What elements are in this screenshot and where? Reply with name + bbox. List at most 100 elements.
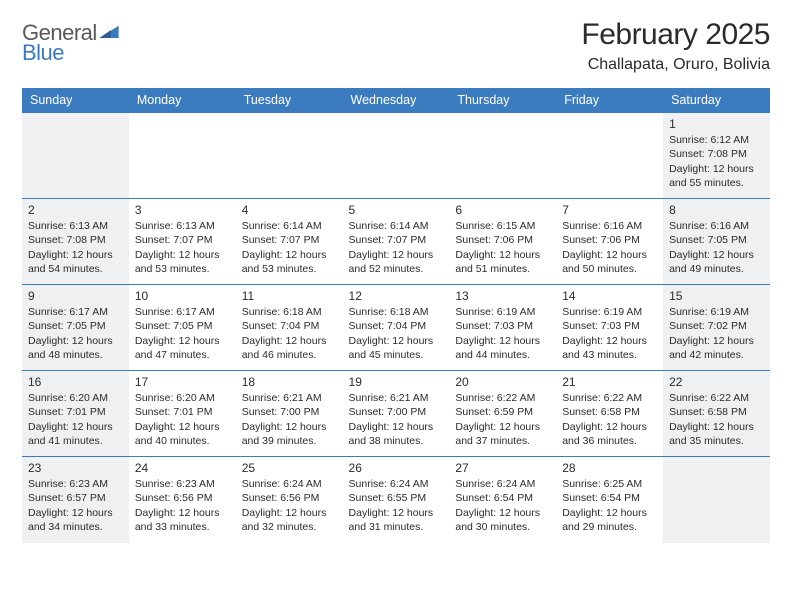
calendar-day-cell: 25Sunrise: 6:24 AMSunset: 6:56 PMDayligh… bbox=[236, 457, 343, 543]
day-number: 17 bbox=[135, 374, 230, 390]
calendar-day-cell: 1Sunrise: 6:12 AMSunset: 7:08 PMDaylight… bbox=[663, 113, 770, 199]
day-number: 21 bbox=[562, 374, 657, 390]
brand-logo: GeneralBlue bbox=[22, 22, 119, 64]
title-block: February 2025 Challapata, Oruro, Bolivia bbox=[581, 18, 770, 74]
day-number: 5 bbox=[349, 202, 444, 218]
day-number: 27 bbox=[455, 460, 550, 476]
sunset-text: Sunset: 7:05 PM bbox=[28, 319, 123, 333]
sunrise-text: Sunrise: 6:19 AM bbox=[669, 305, 764, 319]
day-header: Monday bbox=[129, 88, 236, 113]
calendar-day-cell: 20Sunrise: 6:22 AMSunset: 6:59 PMDayligh… bbox=[449, 371, 556, 457]
calendar-empty-cell bbox=[663, 457, 770, 543]
calendar-day-cell: 4Sunrise: 6:14 AMSunset: 7:07 PMDaylight… bbox=[236, 199, 343, 285]
calendar-day-cell: 18Sunrise: 6:21 AMSunset: 7:00 PMDayligh… bbox=[236, 371, 343, 457]
calendar-week-row: 2Sunrise: 6:13 AMSunset: 7:08 PMDaylight… bbox=[22, 199, 770, 285]
calendar-day-cell: 26Sunrise: 6:24 AMSunset: 6:55 PMDayligh… bbox=[343, 457, 450, 543]
brand-word-2: Blue bbox=[22, 42, 119, 64]
daylight-text: Daylight: 12 hours and 44 minutes. bbox=[455, 334, 550, 362]
sunset-text: Sunset: 7:00 PM bbox=[349, 405, 444, 419]
sunrise-text: Sunrise: 6:19 AM bbox=[562, 305, 657, 319]
sunrise-text: Sunrise: 6:12 AM bbox=[669, 133, 764, 147]
sunrise-text: Sunrise: 6:22 AM bbox=[455, 391, 550, 405]
calendar-header-row: SundayMondayTuesdayWednesdayThursdayFrid… bbox=[22, 88, 770, 113]
sunset-text: Sunset: 6:59 PM bbox=[455, 405, 550, 419]
calendar-empty-cell bbox=[449, 113, 556, 199]
header: GeneralBlue February 2025 Challapata, Or… bbox=[22, 18, 770, 74]
daylight-text: Daylight: 12 hours and 45 minutes. bbox=[349, 334, 444, 362]
sunset-text: Sunset: 7:01 PM bbox=[28, 405, 123, 419]
day-header: Wednesday bbox=[343, 88, 450, 113]
daylight-text: Daylight: 12 hours and 36 minutes. bbox=[562, 420, 657, 448]
calendar-empty-cell bbox=[236, 113, 343, 199]
calendar-empty-cell bbox=[556, 113, 663, 199]
calendar-day-cell: 16Sunrise: 6:20 AMSunset: 7:01 PMDayligh… bbox=[22, 371, 129, 457]
day-number: 4 bbox=[242, 202, 337, 218]
daylight-text: Daylight: 12 hours and 32 minutes. bbox=[242, 506, 337, 534]
day-header: Sunday bbox=[22, 88, 129, 113]
day-number: 28 bbox=[562, 460, 657, 476]
daylight-text: Daylight: 12 hours and 35 minutes. bbox=[669, 420, 764, 448]
sunrise-text: Sunrise: 6:13 AM bbox=[28, 219, 123, 233]
day-number: 25 bbox=[242, 460, 337, 476]
calendar-day-cell: 28Sunrise: 6:25 AMSunset: 6:54 PMDayligh… bbox=[556, 457, 663, 543]
day-number: 3 bbox=[135, 202, 230, 218]
daylight-text: Daylight: 12 hours and 30 minutes. bbox=[455, 506, 550, 534]
daylight-text: Daylight: 12 hours and 47 minutes. bbox=[135, 334, 230, 362]
calendar-day-cell: 3Sunrise: 6:13 AMSunset: 7:07 PMDaylight… bbox=[129, 199, 236, 285]
day-number: 1 bbox=[669, 116, 764, 132]
daylight-text: Daylight: 12 hours and 53 minutes. bbox=[135, 248, 230, 276]
sunset-text: Sunset: 7:05 PM bbox=[669, 233, 764, 247]
daylight-text: Daylight: 12 hours and 37 minutes. bbox=[455, 420, 550, 448]
daylight-text: Daylight: 12 hours and 41 minutes. bbox=[28, 420, 123, 448]
sunset-text: Sunset: 7:01 PM bbox=[135, 405, 230, 419]
daylight-text: Daylight: 12 hours and 33 minutes. bbox=[135, 506, 230, 534]
sunset-text: Sunset: 7:06 PM bbox=[455, 233, 550, 247]
sunset-text: Sunset: 7:07 PM bbox=[135, 233, 230, 247]
calendar-day-cell: 10Sunrise: 6:17 AMSunset: 7:05 PMDayligh… bbox=[129, 285, 236, 371]
sunset-text: Sunset: 6:58 PM bbox=[562, 405, 657, 419]
calendar-day-cell: 21Sunrise: 6:22 AMSunset: 6:58 PMDayligh… bbox=[556, 371, 663, 457]
sunrise-text: Sunrise: 6:22 AM bbox=[562, 391, 657, 405]
daylight-text: Daylight: 12 hours and 51 minutes. bbox=[455, 248, 550, 276]
location-text: Challapata, Oruro, Bolivia bbox=[581, 56, 770, 74]
day-number: 13 bbox=[455, 288, 550, 304]
sunset-text: Sunset: 6:56 PM bbox=[135, 491, 230, 505]
daylight-text: Daylight: 12 hours and 43 minutes. bbox=[562, 334, 657, 362]
calendar-empty-cell bbox=[129, 113, 236, 199]
sunrise-text: Sunrise: 6:17 AM bbox=[28, 305, 123, 319]
day-number: 9 bbox=[28, 288, 123, 304]
calendar-day-cell: 11Sunrise: 6:18 AMSunset: 7:04 PMDayligh… bbox=[236, 285, 343, 371]
daylight-text: Daylight: 12 hours and 49 minutes. bbox=[669, 248, 764, 276]
sunrise-text: Sunrise: 6:24 AM bbox=[455, 477, 550, 491]
calendar-day-cell: 5Sunrise: 6:14 AMSunset: 7:07 PMDaylight… bbox=[343, 199, 450, 285]
day-number: 20 bbox=[455, 374, 550, 390]
day-header: Friday bbox=[556, 88, 663, 113]
daylight-text: Daylight: 12 hours and 40 minutes. bbox=[135, 420, 230, 448]
day-header: Tuesday bbox=[236, 88, 343, 113]
calendar-day-cell: 13Sunrise: 6:19 AMSunset: 7:03 PMDayligh… bbox=[449, 285, 556, 371]
daylight-text: Daylight: 12 hours and 54 minutes. bbox=[28, 248, 123, 276]
day-header: Thursday bbox=[449, 88, 556, 113]
daylight-text: Daylight: 12 hours and 46 minutes. bbox=[242, 334, 337, 362]
day-number: 11 bbox=[242, 288, 337, 304]
sunset-text: Sunset: 6:55 PM bbox=[349, 491, 444, 505]
sunset-text: Sunset: 7:04 PM bbox=[349, 319, 444, 333]
calendar-day-cell: 9Sunrise: 6:17 AMSunset: 7:05 PMDaylight… bbox=[22, 285, 129, 371]
daylight-text: Daylight: 12 hours and 55 minutes. bbox=[669, 162, 764, 190]
daylight-text: Daylight: 12 hours and 50 minutes. bbox=[562, 248, 657, 276]
sunset-text: Sunset: 6:54 PM bbox=[562, 491, 657, 505]
day-number: 6 bbox=[455, 202, 550, 218]
day-number: 15 bbox=[669, 288, 764, 304]
sunset-text: Sunset: 7:00 PM bbox=[242, 405, 337, 419]
day-number: 12 bbox=[349, 288, 444, 304]
sunrise-text: Sunrise: 6:18 AM bbox=[242, 305, 337, 319]
sunrise-text: Sunrise: 6:13 AM bbox=[135, 219, 230, 233]
sunset-text: Sunset: 7:03 PM bbox=[562, 319, 657, 333]
day-number: 16 bbox=[28, 374, 123, 390]
sunrise-text: Sunrise: 6:20 AM bbox=[135, 391, 230, 405]
calendar-page: GeneralBlue February 2025 Challapata, Or… bbox=[0, 0, 792, 561]
calendar-week-row: 23Sunrise: 6:23 AMSunset: 6:57 PMDayligh… bbox=[22, 457, 770, 543]
daylight-text: Daylight: 12 hours and 38 minutes. bbox=[349, 420, 444, 448]
day-number: 18 bbox=[242, 374, 337, 390]
sunrise-text: Sunrise: 6:18 AM bbox=[349, 305, 444, 319]
